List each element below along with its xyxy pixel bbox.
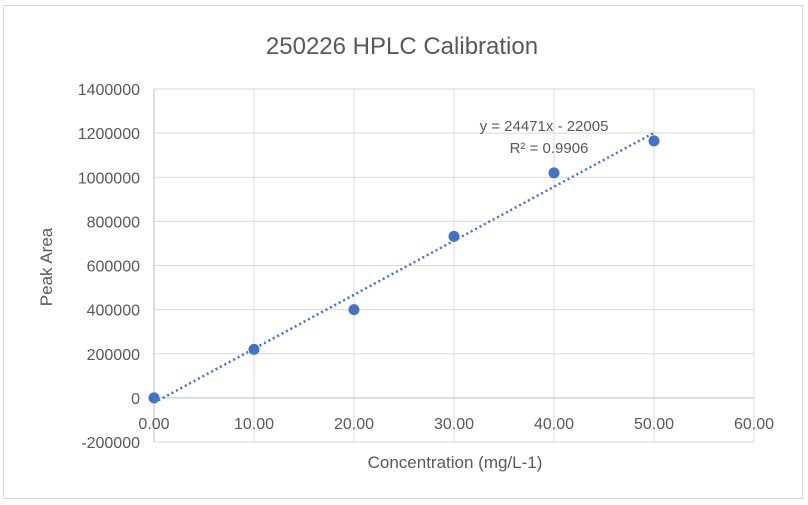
data-points	[148, 135, 660, 404]
data-point	[648, 135, 660, 147]
x-axis-label: Concentration (mg/L-1)	[368, 453, 543, 472]
x-tick-label: 0.00	[138, 416, 169, 433]
y-tick-label: 400000	[87, 303, 140, 320]
x-tick-label: 60.00	[734, 416, 774, 433]
trendline-r2: R² = 0.9906	[510, 140, 589, 157]
y-tick-label: 1400000	[78, 82, 140, 99]
axes	[153, 89, 754, 442]
chart-title: 250226 HPLC Calibration	[266, 33, 538, 60]
gridlines	[154, 88, 755, 443]
data-point	[148, 392, 160, 404]
y-tick-label: 200000	[87, 347, 140, 364]
data-point	[348, 304, 360, 316]
y-tick-label: 0	[131, 391, 140, 408]
chart-area: 250226 HPLC Calibration -200000 0 200000 40…	[3, 5, 803, 499]
x-tick-label: 50.00	[634, 416, 674, 433]
x-tick-label: 20.00	[334, 416, 374, 433]
data-point	[248, 343, 260, 355]
tick-labels: -200000 0 200000 400000 600000 800000 1000000 1…	[78, 82, 774, 452]
data-point	[548, 167, 560, 179]
x-tick-label: 10.00	[234, 416, 274, 433]
y-tick-label: 1000000	[78, 170, 140, 187]
y-tick-label: -200000	[81, 435, 140, 452]
y-axis-label: Peak Area	[37, 227, 56, 306]
y-tick-label: 1200000	[78, 126, 140, 143]
scatter-chart: 250226 HPLC Calibration -200000 0 200000 40…	[37, 33, 774, 472]
data-point	[448, 230, 460, 242]
y-tick-label: 800000	[87, 214, 140, 231]
trendline-path	[153, 131, 655, 404]
trendline-equation: y = 24471x - 22005	[480, 118, 609, 135]
y-tick-label: 600000	[87, 259, 140, 276]
x-tick-label: 40.00	[534, 416, 574, 433]
x-tick-label: 30.00	[434, 416, 474, 433]
trendline	[153, 131, 655, 404]
